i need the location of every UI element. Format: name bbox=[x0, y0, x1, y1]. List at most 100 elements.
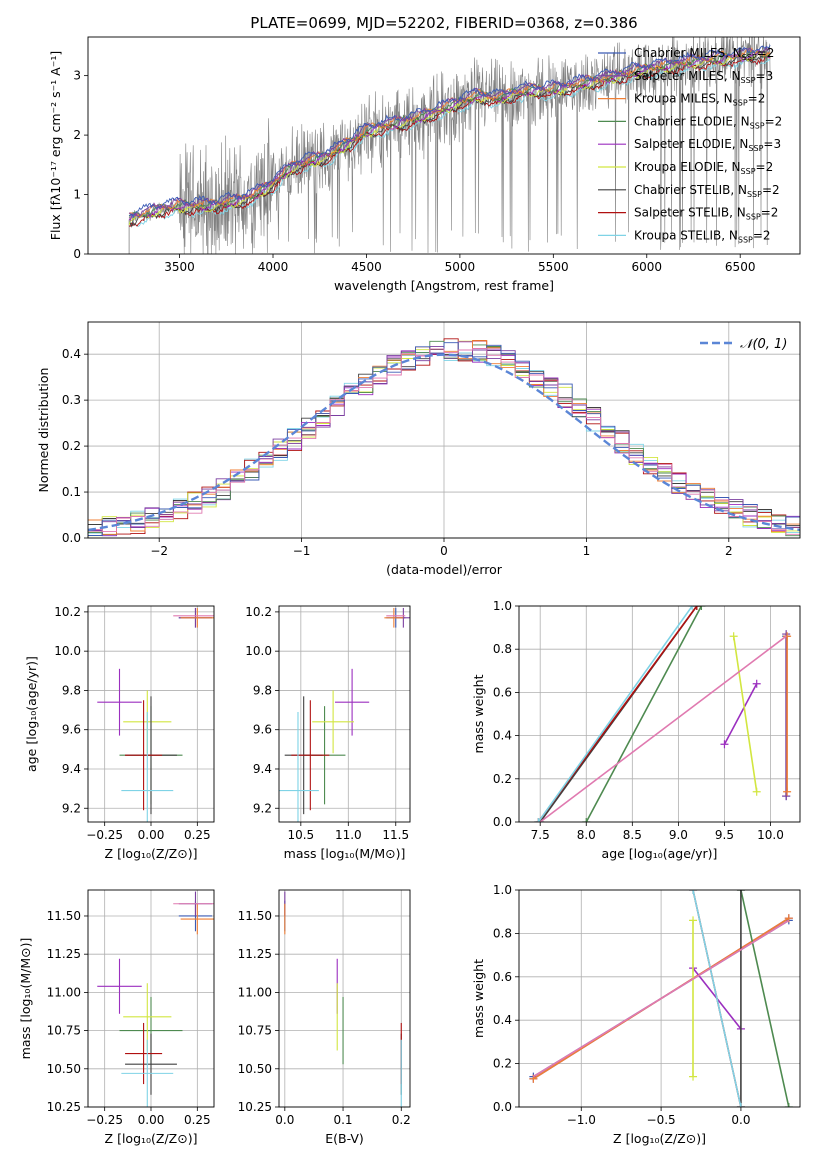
y-tick-label: 10.75 bbox=[47, 1024, 81, 1038]
y-tick-label: 10.75 bbox=[238, 1024, 272, 1038]
x-tick-label: −0.25 bbox=[86, 1113, 123, 1127]
y-tick-label: 11.25 bbox=[238, 947, 272, 961]
plot-area-age_vs_mass bbox=[279, 607, 410, 822]
plot-area-spectrum bbox=[128, 37, 771, 254]
x-tick-label: −1.0 bbox=[567, 1113, 596, 1127]
legend-label: Chabrier MILES, NSSP=2 bbox=[634, 46, 774, 62]
x-axis-label: Z [log₁₀(Z/Z⊙)] bbox=[613, 1131, 706, 1146]
weight-line-kroupa-stelib bbox=[692, 890, 742, 1107]
weight-marker bbox=[689, 916, 698, 925]
y-tick-label: 2 bbox=[73, 128, 81, 142]
legend-label: Chabrier ELODIE, NSSP=2 bbox=[634, 114, 782, 130]
y-tick-label: 10.2 bbox=[54, 605, 81, 619]
legend-label: 𝒩(0, 1) bbox=[740, 337, 787, 352]
axes-spectrum: 3500 4000 4500 5000 5500 6000 6500 0 1 2 3 waveleng… bbox=[48, 36, 801, 293]
plot-area-massweight_vs_age bbox=[534, 606, 792, 822]
x-axis-label: Z [log₁₀(Z/Z⊙)] bbox=[105, 1131, 198, 1146]
x-tick-label: 6500 bbox=[725, 260, 756, 274]
x-tick-label: 6000 bbox=[631, 260, 662, 274]
y-tick-label: 10.2 bbox=[245, 605, 272, 619]
y-tick-label: 10.0 bbox=[54, 644, 81, 658]
x-axis-label: (data-model)/error bbox=[386, 562, 503, 577]
axes-frame bbox=[87, 889, 215, 1108]
x-tick-label: 11.0 bbox=[335, 828, 362, 842]
y-tick-label: 0.6 bbox=[493, 685, 512, 699]
weight-marker bbox=[752, 679, 761, 688]
x-axis-label: mass [log₁₀(M/M⊙)] bbox=[284, 846, 406, 861]
y-tick-label: 0.0 bbox=[62, 531, 81, 545]
y-tick-label: 0.4 bbox=[493, 1013, 512, 1027]
y-tick-label: 9.8 bbox=[253, 683, 272, 697]
x-tick-label: −0.5 bbox=[647, 1113, 676, 1127]
weight-line-salpeter-elodie bbox=[723, 683, 758, 745]
weight-marker bbox=[752, 787, 761, 796]
y-tick-label: 0.3 bbox=[62, 393, 81, 407]
x-tick-label: 0.1 bbox=[333, 1113, 352, 1127]
y-tick-label: 3 bbox=[73, 69, 81, 83]
x-tick-label: 10.5 bbox=[287, 828, 314, 842]
y-tick-label: 0.0 bbox=[493, 815, 512, 829]
axes-massweight_vs_age: 7.5 8.0 8.5 9.0 9.5 10.0 0.0 0.2 0.4 0.6 0.8 1.0 age… bbox=[471, 599, 801, 861]
plot-area-mass_vs_ebv bbox=[284, 891, 402, 1107]
model-spectrum-chabrier-miles bbox=[129, 44, 771, 219]
y-tick-label: 9.6 bbox=[253, 723, 272, 737]
y-tick-label: 0.8 bbox=[493, 926, 512, 940]
y-tick-label: 9.8 bbox=[62, 683, 81, 697]
y-tick-label: 11.25 bbox=[47, 947, 81, 961]
plot-area-residuals bbox=[88, 338, 800, 537]
plot-area-age_vs_Z bbox=[97, 607, 214, 822]
y-tick-label: 9.4 bbox=[62, 762, 81, 776]
x-tick-label: −2 bbox=[150, 544, 168, 558]
x-tick-label: 10.0 bbox=[757, 828, 784, 842]
axes-frame bbox=[278, 889, 411, 1108]
axes-frame bbox=[518, 889, 801, 1108]
axes-age_vs_mass: 10.5 11.0 11.5 9.2 9.4 9.6 9.8 10.0 10.2 mass [lo… bbox=[245, 605, 411, 861]
x-tick-label: 5000 bbox=[445, 260, 476, 274]
weight-marker bbox=[534, 818, 543, 822]
residual-histogram-extra bbox=[88, 348, 800, 535]
legend-label: Kroupa MILES, NSSP=2 bbox=[634, 92, 765, 108]
x-tick-label: 8.5 bbox=[623, 828, 642, 842]
y-tick-label: 0.4 bbox=[493, 729, 512, 743]
y-tick-label: 1 bbox=[73, 188, 81, 202]
weight-marker bbox=[689, 890, 698, 894]
x-tick-label: 2 bbox=[725, 544, 733, 558]
figure-title: PLATE=0699, MJD=52202, FIBERID=0368, z=0… bbox=[250, 14, 637, 32]
x-tick-label: 0.2 bbox=[392, 1113, 411, 1127]
weight-line-chabrier-elodie bbox=[585, 606, 703, 822]
legend-label: Kroupa STELIB, NSSP=2 bbox=[634, 228, 771, 244]
y-tick-label: 0.2 bbox=[493, 772, 512, 786]
weight-marker bbox=[782, 792, 791, 801]
plot-area-mass_vs_Z bbox=[97, 891, 214, 1107]
x-tick-label: 0.00 bbox=[138, 828, 165, 842]
y-tick-label: 11.50 bbox=[238, 909, 272, 923]
model-spectrum-salpeter-elodie bbox=[128, 49, 771, 222]
y-axis-label: age [log₁₀(age/yr)] bbox=[24, 656, 39, 772]
y-tick-label: 1.0 bbox=[493, 883, 512, 897]
weight-marker bbox=[582, 818, 591, 822]
axes-residuals: −2 −1 0 1 2 0.0 0.1 0.2 0.3 0.4 (data-model)/error… bbox=[36, 321, 801, 577]
y-tick-label: 0.6 bbox=[493, 970, 512, 984]
y-tick-label: 0.1 bbox=[62, 485, 81, 499]
y-tick-label: 0.4 bbox=[62, 347, 81, 361]
y-tick-label: 10.0 bbox=[245, 644, 272, 658]
y-tick-label: 0.2 bbox=[62, 439, 81, 453]
y-tick-label: 9.2 bbox=[62, 801, 81, 815]
y-tick-label: 10.25 bbox=[47, 1100, 81, 1114]
weight-marker bbox=[729, 632, 738, 641]
weight-marker bbox=[736, 1103, 745, 1107]
weight-marker bbox=[688, 606, 697, 610]
x-tick-label: 0 bbox=[440, 544, 448, 558]
x-tick-label: 0.25 bbox=[184, 1113, 211, 1127]
y-tick-label: 11.00 bbox=[47, 985, 81, 999]
y-axis-label: Normed distribution bbox=[36, 368, 51, 493]
x-tick-label: 0.25 bbox=[184, 828, 211, 842]
x-tick-label: 11.5 bbox=[382, 828, 409, 842]
x-tick-label: 5500 bbox=[538, 260, 569, 274]
plot-area-massweight_vs_Z bbox=[529, 890, 793, 1107]
legend-label: Kroupa ELODIE, NSSP=2 bbox=[634, 160, 773, 176]
legend-label: Salpeter ELODIE, NSSP=3 bbox=[634, 137, 781, 153]
y-tick-label: 0.8 bbox=[493, 642, 512, 656]
x-tick-label: 4000 bbox=[258, 260, 289, 274]
